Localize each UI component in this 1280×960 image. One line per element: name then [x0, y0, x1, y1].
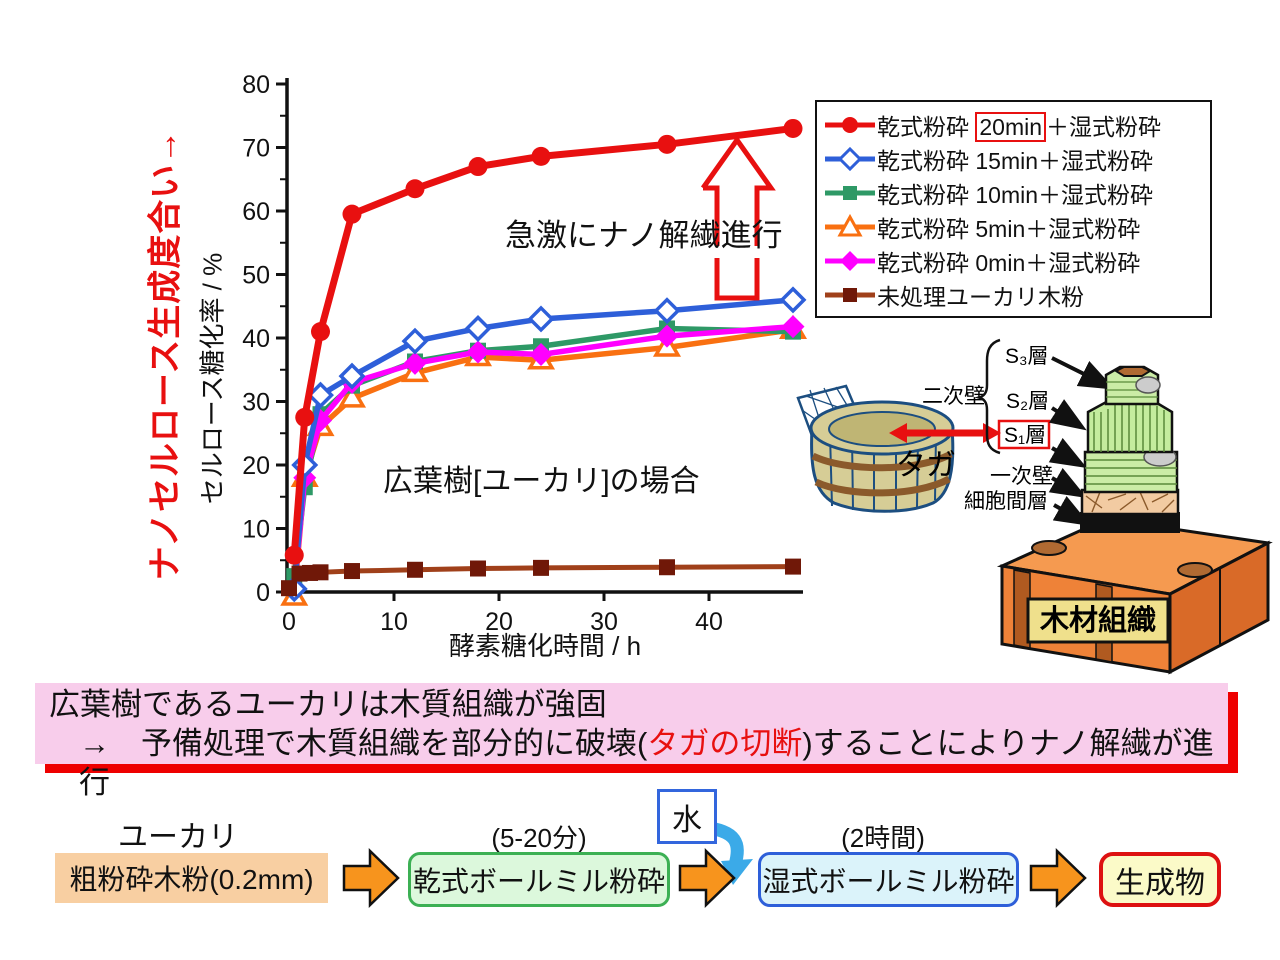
x-axis-label: 酵素糖化時間 / h: [448, 631, 642, 661]
nanocellulose-degree-axis-label: ナノセルロース生成度合い→: [146, 128, 185, 581]
legend-marker-icon: [825, 186, 875, 200]
y-tick-label: 80: [242, 71, 270, 99]
legend-label: 乾式粉砕 15min＋湿式粉砕: [877, 148, 1154, 174]
flow-arrow-icon: [342, 848, 400, 908]
wood-tissue-label-box: [1026, 597, 1170, 644]
product-box: 生成物: [1099, 852, 1221, 907]
wood-tissue-illustration: 二次壁 S₃層 S₂層 S₁層 一次壁 細胞間層 タガ: [796, 338, 1273, 675]
banner-line1: 広葉樹であるユーカリは木質組織が強固: [49, 687, 607, 722]
primary-wall-label: 一次壁: [990, 465, 1053, 488]
hardwood-eucalyptus-label: 広葉樹[ユーカリ]の場合: [383, 465, 700, 498]
y-tick-label: 20: [242, 452, 270, 480]
legend-label: 乾式粉砕 10min＋湿式粉砕: [877, 182, 1154, 208]
banner-line2: → 予備処理で木質組織を部分的に破壊(タガの切断)することによりナノ解繊が進行: [79, 726, 1214, 800]
eucalyptus-label: ユーカリ: [118, 821, 238, 854]
secondary-wall-label: 二次壁: [922, 385, 985, 408]
legend-marker-icon: [825, 251, 875, 271]
hoop-label: タガ: [896, 449, 956, 482]
wet-ball-milling-box: 湿式ボールミル粉砕: [758, 852, 1019, 907]
flow-arrow-icon: [678, 848, 736, 908]
legend-marker-icon: [825, 117, 875, 133]
barrel-icon: [796, 384, 955, 513]
x-tick-label: 10: [380, 608, 408, 636]
y-tick-label: 40: [242, 325, 270, 353]
s1-layer-label: S₁層: [1004, 424, 1046, 447]
legend-marker-icon: [825, 213, 875, 237]
y-axis-label: セルロース糖化率 / %: [197, 252, 228, 505]
legend-item-5: 未処理ユーカリ木粉: [817, 278, 1210, 312]
x-tick-label: 40: [695, 608, 723, 636]
y-tick-label: 10: [242, 516, 270, 544]
legend-marker-icon: [825, 146, 875, 172]
legend-marker-icon: [825, 288, 875, 302]
legend-label: 乾式粉砕 0min＋湿式粉砕: [877, 250, 1141, 276]
legend-item-3: 乾式粉砕 5min＋湿式粉砕: [817, 210, 1210, 244]
summary-banner: 広葉樹であるユーカリは木質組織が強固 → 予備処理で木質組織を部分的に破壊(タガ…: [35, 683, 1228, 800]
y-tick-label: 60: [242, 198, 270, 226]
rapid-nanofibrillation-annotation: 急激にナノ解繊進行: [505, 218, 783, 253]
y-tick-label: 0: [256, 579, 270, 607]
s1-layer-box: [997, 419, 1051, 450]
cell-wall-stack-icon: [1080, 365, 1180, 533]
wood-tissue-label: 木材組織: [1039, 603, 1156, 637]
legend-label: 乾式粉砕 20min ＋湿式粉砕: [877, 112, 1162, 142]
legend-item-0: 乾式粉砕 20min ＋湿式粉砕: [817, 108, 1210, 142]
y-tick-label: 50: [242, 262, 270, 290]
s3-layer-label: S₃層: [1005, 345, 1049, 368]
middle-lamella-label: 細胞間層: [964, 490, 1048, 513]
wet-milling-time-label: (2時間): [841, 823, 925, 853]
water-box: 水: [657, 789, 717, 844]
highlighted-time-box: 20min: [975, 112, 1047, 142]
dry-milling-time-label: (5-20分): [491, 823, 587, 853]
legend-item-1: 乾式粉砕 15min＋湿式粉砕: [817, 142, 1210, 176]
label-pointer-arrows: [1048, 356, 1116, 526]
raw-wood-powder-box: 粗粉砕木粉(0.2mm): [55, 853, 328, 903]
s2-layer-label: S₂層: [1006, 390, 1049, 413]
chart-legend: 乾式粉砕 20min ＋湿式粉砕乾式粉砕 15min＋湿式粉砕 乾式粉砕 10min…: [815, 100, 1212, 318]
flow-arrow-icon: [1029, 848, 1087, 908]
x-tick-label: 30: [590, 608, 618, 636]
wood-block-icon: [996, 517, 1273, 675]
dry-ball-milling-box: 乾式ボールミル粉砕: [408, 852, 670, 907]
x-tick-label: 0: [282, 608, 296, 636]
legend-item-4: 乾式粉砕 0min＋湿式粉砕: [817, 244, 1210, 278]
secondary-wall-brace: [974, 338, 1001, 455]
legend-label: 乾式粉砕 5min＋湿式粉砕: [877, 216, 1141, 242]
legend-item-2: 乾式粉砕 10min＋湿式粉砕: [817, 176, 1210, 210]
y-tick-label: 30: [242, 389, 270, 417]
y-tick-label: 70: [242, 135, 270, 163]
legend-label: 未処理ユーカリ木粉: [877, 284, 1084, 310]
x-tick-label: 20: [485, 608, 513, 636]
hoop-cut-highlight: タガの切断: [647, 726, 803, 761]
